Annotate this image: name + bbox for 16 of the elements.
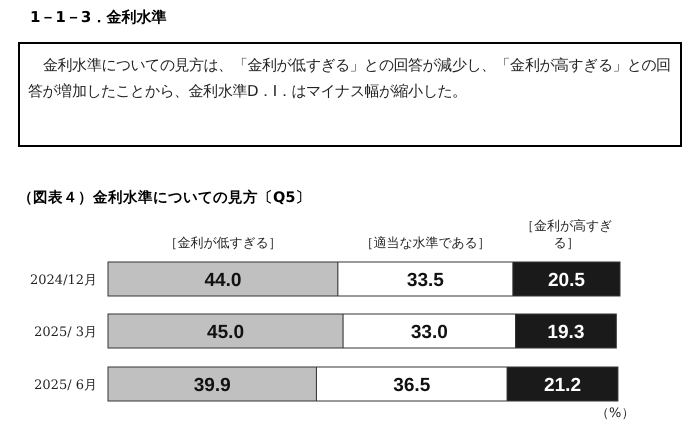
data-label: 19.3 [547, 322, 584, 343]
y-tick-label: 2024/12月 [30, 273, 97, 288]
unit: （%） [596, 405, 634, 422]
data-label: 20.5 [548, 270, 586, 291]
data-label: 44.0 [204, 270, 242, 291]
data-label: 36.5 [393, 375, 431, 396]
data-label: 45.0 [207, 322, 244, 343]
data-label: 33.5 [406, 270, 444, 291]
summary: 金利水準についての見方は、「金利が低すぎる」との回答が減少し、「金利が高すぎる」との回答が増加したことから、金利水準D．I．はマイナス幅が縮小した。 [18, 42, 682, 147]
heading: 1－1－3．金利水準 [30, 8, 166, 27]
y-tick-label: 2025/ 6月 [34, 378, 97, 393]
y-tick-label: 2025/ 3月 [34, 325, 97, 340]
data-label: 21.2 [544, 375, 582, 396]
title: （図表４）金利水準についての見方〔Q5〕 [18, 188, 310, 207]
data-label: 33.0 [410, 322, 448, 343]
data-label: 39.9 [194, 375, 231, 396]
